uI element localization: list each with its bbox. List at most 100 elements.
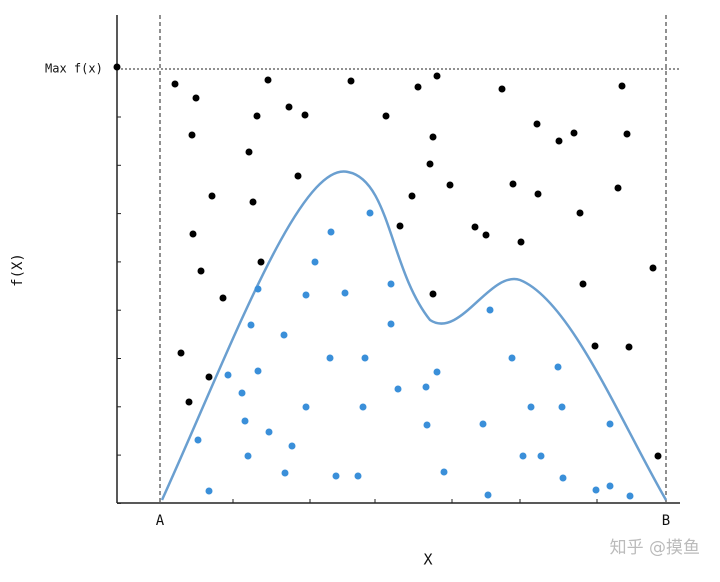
- point-above: [185, 398, 193, 406]
- point-below: [394, 385, 402, 393]
- point-above: [614, 184, 622, 192]
- point-above: [301, 111, 309, 119]
- point-above: [471, 223, 479, 231]
- point-above: [347, 77, 355, 85]
- point-below: [244, 452, 252, 460]
- point-below: [433, 368, 441, 376]
- point-below: [341, 289, 349, 297]
- point-above: [446, 181, 454, 189]
- sample-points: [171, 72, 662, 500]
- point-below: [281, 469, 289, 477]
- point-below: [302, 291, 310, 299]
- point-below: [479, 420, 487, 428]
- point-below: [254, 285, 262, 293]
- point-above: [591, 342, 599, 350]
- point-above: [517, 238, 525, 246]
- point-below: [626, 492, 634, 500]
- point-below: [440, 468, 448, 476]
- point-above: [205, 373, 213, 381]
- point-below: [354, 472, 362, 480]
- point-above: [264, 76, 272, 84]
- point-below: [359, 403, 367, 411]
- point-below: [422, 383, 430, 391]
- point-above: [555, 137, 563, 145]
- point-above: [257, 258, 265, 266]
- point-above: [623, 130, 631, 138]
- point-above: [576, 209, 584, 217]
- point-above: [426, 160, 434, 168]
- point-below: [387, 320, 395, 328]
- point-above: [482, 231, 490, 239]
- point-below: [247, 321, 255, 329]
- point-below: [241, 417, 249, 425]
- point-below: [238, 389, 246, 397]
- point-below: [519, 452, 527, 460]
- point-below: [327, 228, 335, 236]
- point-above: [414, 83, 422, 91]
- point-above: [570, 129, 578, 137]
- point-above: [188, 131, 196, 139]
- point-above: [498, 85, 506, 93]
- point-below: [265, 428, 273, 436]
- point-below: [423, 421, 431, 429]
- point-above: [192, 94, 200, 102]
- point-above: [429, 133, 437, 141]
- point-above: [189, 230, 197, 238]
- point-below: [592, 486, 600, 494]
- point-below: [486, 306, 494, 314]
- point-below: [527, 403, 535, 411]
- point-above: [654, 452, 662, 460]
- point-above: [171, 80, 179, 88]
- point-below: [606, 420, 614, 428]
- point-above: [433, 72, 441, 80]
- point-below: [366, 209, 374, 217]
- point-below: [311, 258, 319, 266]
- point-above: [253, 112, 261, 120]
- watermark: 知乎 @摸鱼: [610, 538, 700, 558]
- point-above: [396, 222, 404, 230]
- point-above: [429, 290, 437, 298]
- a-label: A: [156, 513, 165, 529]
- point-below: [484, 491, 492, 499]
- point-below: [387, 280, 395, 288]
- point-below: [205, 487, 213, 495]
- point-above: [625, 343, 633, 351]
- point-below: [280, 331, 288, 339]
- point-below: [361, 354, 369, 362]
- point-above: [208, 192, 216, 200]
- point-below: [554, 363, 562, 371]
- y-axis-label: f(X): [10, 253, 26, 287]
- point-above: [197, 267, 205, 275]
- point-above: [579, 280, 587, 288]
- axis-ticks: [117, 116, 598, 504]
- point-above: [408, 192, 416, 200]
- point-above: [285, 103, 293, 111]
- point-below: [302, 403, 310, 411]
- x-axis-label: X: [423, 551, 432, 569]
- point-below: [254, 367, 262, 375]
- point-above: [382, 112, 390, 120]
- point-above: [533, 120, 541, 128]
- point-below: [508, 354, 516, 362]
- point-above: [294, 172, 302, 180]
- point-below: [194, 436, 202, 444]
- point-below: [558, 403, 566, 411]
- point-below: [332, 472, 340, 480]
- point-above: [618, 82, 626, 90]
- point-below: [326, 354, 334, 362]
- point-below: [559, 474, 567, 482]
- point-below: [288, 442, 296, 450]
- point-above: [249, 198, 257, 206]
- point-above: [649, 264, 657, 272]
- point-above: [534, 190, 542, 198]
- b-label: B: [662, 513, 670, 529]
- point-above: [177, 349, 185, 357]
- point-below: [537, 452, 545, 460]
- max-point: [113, 63, 121, 71]
- max-label: Max f(x): [45, 62, 103, 76]
- point-below: [224, 371, 232, 379]
- point-below: [606, 482, 614, 490]
- point-above: [245, 148, 253, 156]
